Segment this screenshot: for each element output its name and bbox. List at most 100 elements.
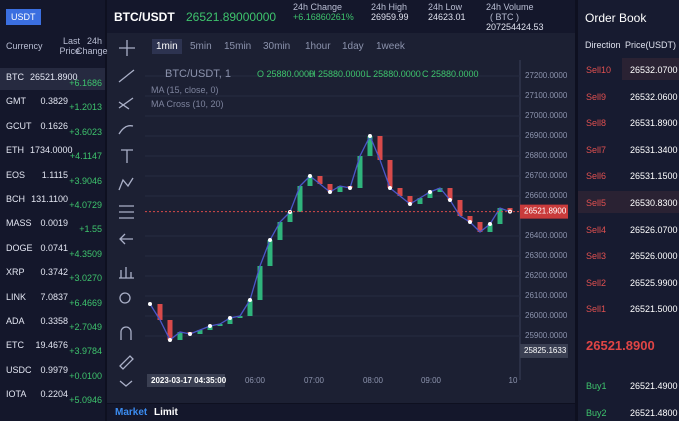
y-tick-label: 26700.0000 (525, 171, 568, 180)
currency-name[interactable]: EOS (6, 169, 26, 180)
ma-dot (168, 338, 172, 342)
ohlc: O 25880.0000 (257, 69, 315, 79)
text-tool[interactable] (121, 149, 133, 163)
order-tab[interactable]: Limit (154, 407, 178, 418)
currency-name[interactable]: XRP (6, 267, 25, 278)
last-price: 1734.0000 (30, 145, 73, 156)
currency-name[interactable]: BTC (6, 72, 24, 82)
currency-name[interactable]: IOTA (6, 389, 27, 400)
line-tool[interactable] (118, 69, 135, 83)
ob-side: Sell3 (586, 251, 607, 262)
candle (167, 320, 173, 340)
zoom-tool[interactable] (119, 267, 134, 279)
change: +6.4669 (69, 297, 102, 308)
x-tick-label: 07:00 (304, 376, 325, 385)
candle (217, 324, 223, 326)
ma-dot (148, 302, 152, 306)
ohlc: H 25880.0000 (309, 69, 366, 79)
ma-dot (488, 222, 492, 226)
low-label: 25825.1633 (524, 346, 567, 355)
magnify-tool[interactable] (119, 292, 131, 304)
interval-tab[interactable]: 1min (152, 39, 182, 54)
candle (447, 188, 453, 200)
interval-tab[interactable]: 1week (376, 41, 405, 52)
currency-name[interactable]: LINK (6, 291, 27, 302)
ob-side: Sell5 (586, 198, 607, 208)
last-price-label: 26521.8900 (524, 207, 567, 216)
indicator: MA Cross (10, 20) (151, 99, 224, 109)
stat-value: 26959.99 (371, 12, 409, 22)
crosshair-tool[interactable] (119, 40, 135, 56)
magnet-tool[interactable] (120, 326, 132, 340)
candle (327, 184, 333, 192)
y-tick-label: 26900.0000 (525, 131, 568, 140)
back-tool[interactable] (119, 233, 133, 245)
measure-tool[interactable] (119, 205, 134, 219)
more-tool[interactable] (119, 380, 133, 387)
currency-name[interactable]: ETH (6, 145, 24, 156)
change: +0.0100 (69, 370, 102, 381)
candle (157, 304, 163, 320)
lock-tool[interactable] (119, 355, 134, 370)
last-price-tag (520, 204, 568, 219)
row-highlight (0, 68, 105, 90)
candle (417, 198, 423, 204)
order-tab[interactable]: Market (115, 407, 148, 418)
market-tag[interactable]: USDT (6, 9, 41, 25)
interval-tab[interactable]: 15min (224, 41, 252, 52)
candle (297, 186, 303, 212)
currency-name[interactable]: DOGE (6, 242, 33, 253)
interval-tab[interactable]: 1hour (305, 41, 331, 52)
candle (267, 240, 273, 266)
change: +5.0946 (69, 395, 102, 406)
ob-side: Sell1 (586, 304, 607, 315)
price: 26521.89000000 (186, 10, 277, 24)
candle (377, 136, 383, 160)
currency-name[interactable]: USDC (6, 364, 32, 375)
y-tick-label: 26300.0000 (525, 251, 568, 260)
interval-tab[interactable]: 1day (342, 41, 364, 52)
stat-label: 24h High (371, 2, 408, 12)
x-tick-label: 08:00 (363, 376, 384, 385)
currency-name[interactable]: GMT (6, 96, 26, 107)
last-price: 0.0741 (40, 242, 68, 253)
ob-price: 26531.8900 (630, 118, 678, 129)
last-price: 19.4676 (35, 340, 68, 351)
y-tick-label: 27100.0000 (525, 91, 568, 100)
ma-dot (468, 220, 472, 224)
currency-name[interactable]: BCH (6, 194, 26, 204)
currency-name[interactable]: GCUT (6, 120, 32, 131)
ob-price: 26532.0600 (630, 91, 678, 102)
price-line (149, 134, 511, 342)
candle (277, 222, 283, 240)
interval-tab[interactable]: 5min (190, 41, 212, 52)
ob-price: 26532.0700 (630, 65, 678, 75)
indicator: MA (15, close, 0) (151, 85, 219, 95)
pattern-tool[interactable] (118, 177, 134, 191)
cursor-time-tag (147, 374, 225, 387)
currency-name[interactable]: MASS (6, 218, 32, 229)
ob-price: 26526.0000 (630, 251, 678, 262)
candle (247, 300, 253, 316)
currency-name[interactable]: ETC (6, 340, 24, 351)
interval-tab[interactable]: 30min (263, 41, 291, 52)
fib-tool[interactable] (118, 97, 134, 110)
candle (287, 212, 293, 222)
candle (367, 136, 373, 156)
ohlc: C 25880.0000 (422, 69, 479, 79)
currency-name[interactable]: ADA (6, 316, 25, 326)
chart-panel (107, 33, 575, 403)
row-highlight (578, 191, 679, 213)
ob-side: Sell6 (586, 171, 607, 182)
candle (437, 188, 443, 192)
ob-price: 26525.9900 (630, 277, 678, 288)
last-price: 26521.8900 (30, 72, 78, 82)
candle (237, 316, 243, 318)
brush-tool[interactable] (118, 125, 134, 135)
ob-price: 26521.4900 (630, 381, 678, 391)
candle (407, 196, 413, 204)
ob-side: Sell9 (586, 91, 607, 102)
ma-dot (308, 174, 312, 178)
